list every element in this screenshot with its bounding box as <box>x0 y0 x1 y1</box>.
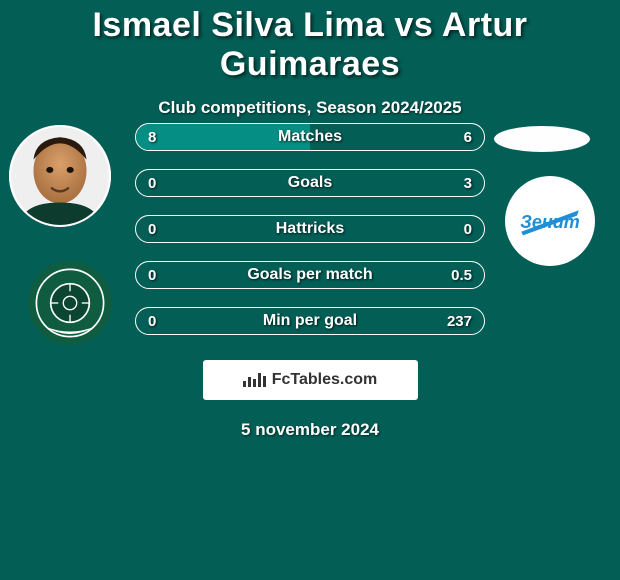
page-subtitle: Club competitions, Season 2024/2025 <box>0 98 620 118</box>
stat-value-right: 237 <box>447 308 472 334</box>
club-left-logo <box>28 261 112 345</box>
stat-value-right: 6 <box>464 124 472 150</box>
brand-box[interactable]: FcTables.com <box>203 360 418 400</box>
stat-row: 0 237Min per goal <box>135 307 485 335</box>
stat-value-left: 0 <box>148 308 156 334</box>
player-right-avatar-placeholder <box>494 126 590 152</box>
page-date: 5 november 2024 <box>0 420 620 440</box>
stat-value-right: 3 <box>464 170 472 196</box>
stat-value-left: 0 <box>148 170 156 196</box>
stats-panel: 86Matches03Goals00Hattricks00.5Goals per… <box>135 123 485 353</box>
stat-value-right: 0.5 <box>451 262 472 288</box>
brand-wrap: FcTables.com 5 november 2024 <box>0 352 620 440</box>
club-right-logo: Зенит <box>505 176 595 266</box>
brand-label: FcTables.com <box>272 371 378 389</box>
stat-fill-left <box>136 124 310 150</box>
stat-value-left: 0 <box>148 262 156 288</box>
stat-label: Hattricks <box>136 216 484 242</box>
stat-value-left: 0 <box>148 216 156 242</box>
page-title: Ismael Silva Lima vs Artur Guimaraes <box>0 0 620 84</box>
stat-row: 86Matches <box>135 123 485 151</box>
svg-text:Зенит: Зенит <box>520 212 579 232</box>
stat-row: 0 0.5Goals per match <box>135 261 485 289</box>
stat-label: Min per goal <box>136 308 484 334</box>
stat-row: 0 0Hattricks <box>135 215 485 243</box>
stat-label: Goals <box>136 170 484 196</box>
stat-value-right: 0 <box>464 216 472 242</box>
stat-row: 0 3Goals <box>135 169 485 197</box>
player-left-avatar <box>9 125 111 227</box>
comparison-card: Ismael Silva Lima vs Artur Guimaraes Clu… <box>0 0 620 580</box>
stat-label: Goals per match <box>136 262 484 288</box>
chart-icon <box>243 373 266 387</box>
